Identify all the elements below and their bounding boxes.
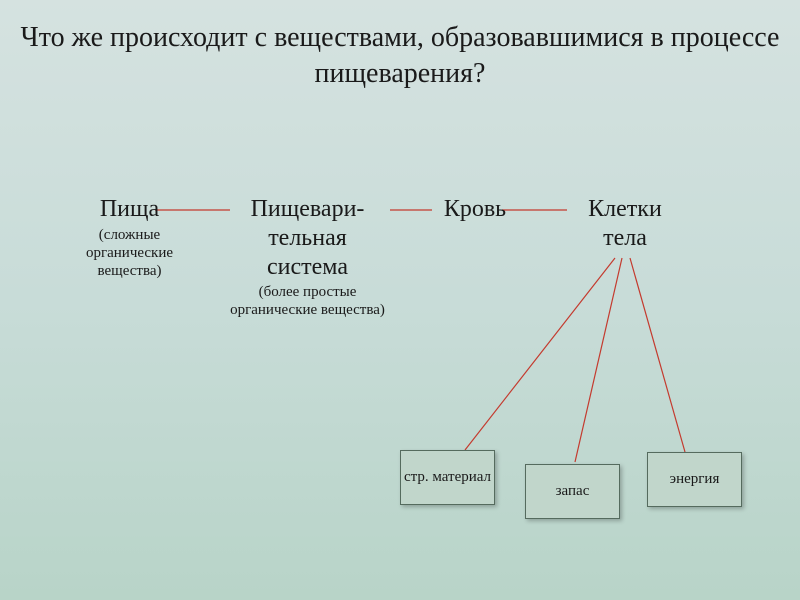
box-reserve-label: запас (556, 483, 590, 500)
node-blood: Кровь (425, 195, 525, 224)
node-food-main: Пища (62, 195, 197, 224)
node-food: Пища (сложные органические вещества) (62, 195, 197, 280)
box-energy: энергия (647, 452, 742, 507)
node-digestive: Пищевари-тельная система (более простые … (230, 195, 385, 319)
box-energy-label: энергия (670, 471, 720, 488)
box-material-label: стр. материал (404, 469, 491, 486)
node-cells-main: Клетки тела (565, 195, 685, 253)
node-blood-main: Кровь (425, 195, 525, 224)
box-material: стр. материал (400, 450, 495, 505)
box-reserve: запас (525, 464, 620, 519)
node-digestive-main: Пищевари-тельная система (230, 195, 385, 281)
node-food-sub: (сложные органические вещества) (62, 226, 197, 280)
slide-title: Что же происходит с веществами, образова… (0, 0, 800, 93)
node-digestive-sub: (более простые органические вещества) (230, 283, 385, 319)
diagram-container: Пища (сложные органические вещества) Пищ… (0, 175, 800, 575)
node-cells: Клетки тела (565, 195, 685, 253)
